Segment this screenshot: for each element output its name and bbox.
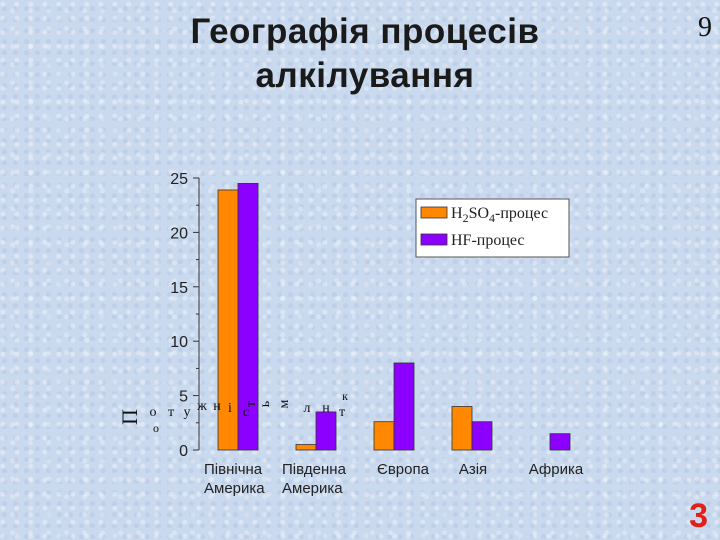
x-category-label: Азія — [459, 461, 487, 478]
legend-swatch-h2so4 — [420, 206, 448, 219]
vertical-label-letter: т — [339, 405, 345, 420]
vertical-label-letter: о — [153, 421, 159, 435]
y-tick-label: 15 — [170, 280, 188, 297]
bar-hf — [237, 183, 259, 451]
vertical-label-letter: о — [150, 405, 157, 420]
vertical-label-letter: ь — [258, 401, 273, 407]
vertical-label-letter: у — [184, 405, 191, 420]
vertical-label-letter: н — [213, 399, 221, 414]
x-category-label: Європа — [377, 461, 430, 478]
bar-h2so4 — [451, 406, 473, 451]
vertical-label-letter: м — [277, 399, 292, 408]
vertical-label-letter: к — [342, 389, 348, 403]
slide-title-line2: алкілування — [255, 56, 475, 95]
x-category-label: Північна Америка — [204, 461, 265, 497]
bar-hf — [315, 411, 337, 451]
y-tick-label: 10 — [170, 334, 188, 351]
y-tick-label: 25 — [170, 171, 188, 188]
vertical-label-letter: П — [117, 409, 142, 425]
vertical-label-letter: т — [168, 405, 174, 420]
vertical-label-letter: л — [304, 401, 311, 416]
bar-hf — [549, 433, 571, 451]
y-tick-label: 20 — [170, 225, 188, 242]
legend-label-hf: HF-процес — [451, 232, 525, 249]
vertical-label-letter: т — [244, 401, 259, 407]
legend-swatch-hf — [420, 233, 448, 246]
slide-title: Географія процесів алкілування — [130, 10, 600, 98]
vertical-label-letter: і — [228, 401, 232, 416]
bar-hf — [393, 362, 415, 451]
bar-h2so4 — [295, 444, 317, 451]
x-category-label: Африка — [529, 461, 584, 478]
page-number: 9 — [698, 12, 712, 43]
vertical-label-letter: н — [322, 401, 330, 416]
vertical-label-letter: с — [243, 405, 249, 420]
legend-label-h2so4: H2SO4-процес — [451, 205, 548, 225]
x-category-label: Південна Америка — [282, 461, 347, 497]
y-tick-label: 0 — [179, 443, 188, 460]
slide-title-line1: Географія процесів — [190, 12, 540, 51]
bar-h2so4 — [373, 421, 395, 451]
y-tick-label: 5 — [179, 389, 188, 406]
corner-number: 3 — [689, 497, 708, 535]
bar-hf — [471, 421, 493, 451]
vertical-label-letter: ж — [196, 399, 207, 414]
